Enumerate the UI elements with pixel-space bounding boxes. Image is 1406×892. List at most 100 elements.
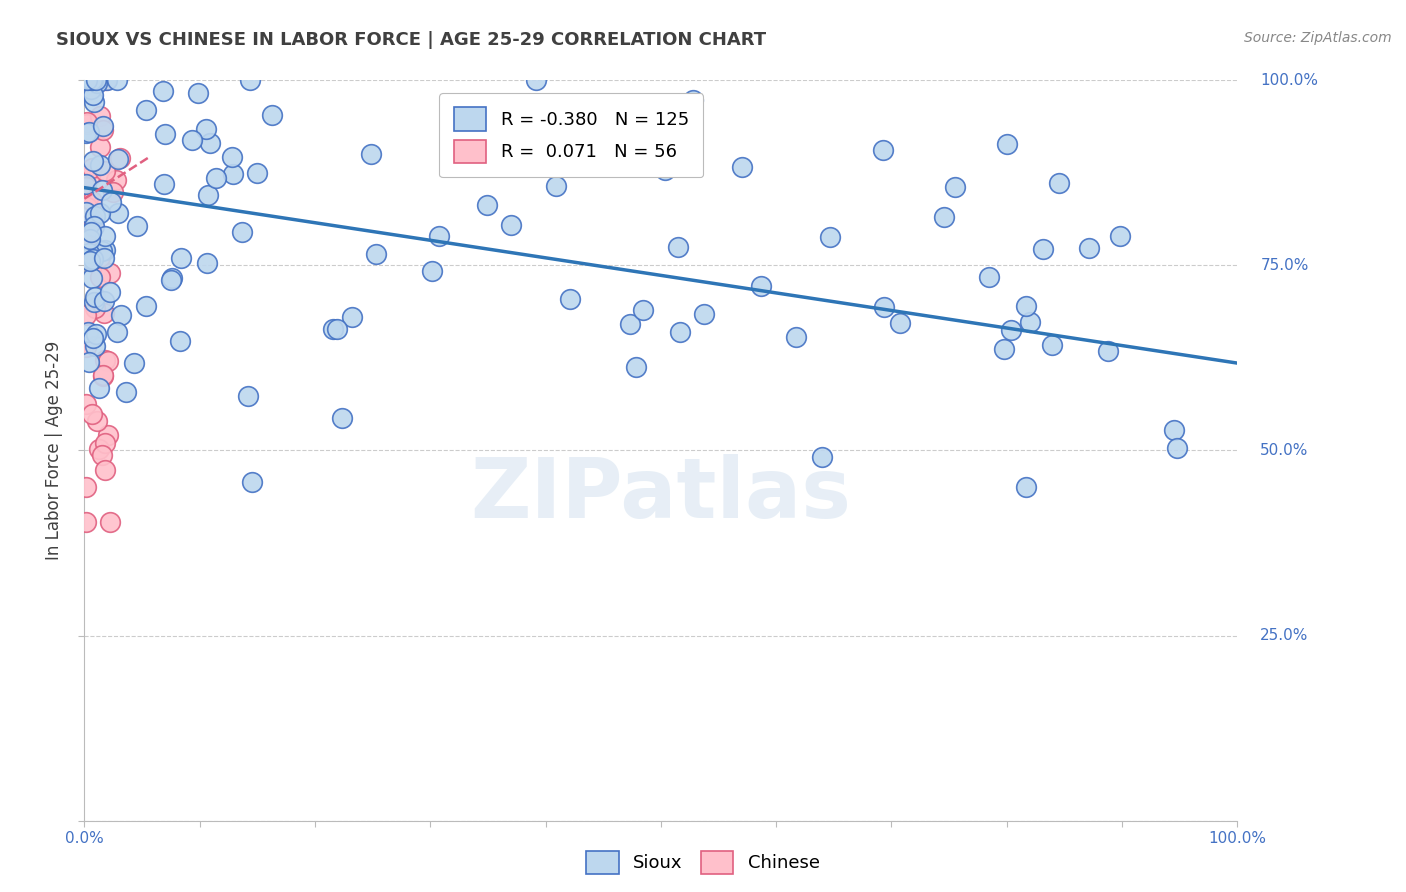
Point — [79, 232, 101, 246]
Point — [76, 73, 98, 87]
Point — [326, 322, 349, 336]
Point — [135, 103, 157, 117]
Point — [82, 244, 104, 259]
Point — [100, 195, 122, 210]
Point — [240, 475, 263, 489]
Point — [195, 256, 218, 270]
Point — [624, 360, 647, 375]
Point — [98, 515, 121, 529]
Point — [80, 194, 103, 208]
Point — [75, 246, 97, 260]
Point — [91, 244, 114, 259]
Point — [75, 236, 97, 251]
Point — [524, 73, 547, 87]
Point — [75, 251, 97, 265]
Point — [811, 450, 834, 465]
Point — [260, 108, 283, 122]
Point — [1019, 315, 1042, 329]
Point — [98, 266, 121, 280]
Point — [97, 353, 120, 368]
Point — [75, 205, 97, 219]
Point — [80, 73, 103, 87]
Point — [89, 140, 111, 154]
Point — [104, 173, 127, 187]
Point — [110, 308, 132, 322]
Point — [76, 73, 98, 87]
Point — [75, 479, 97, 493]
Point — [77, 83, 100, 97]
Point — [1015, 299, 1038, 313]
Point — [669, 325, 692, 339]
Point — [364, 247, 387, 261]
Legend: Sioux, Chinese: Sioux, Chinese — [579, 844, 827, 881]
Point — [80, 225, 103, 239]
Point — [79, 73, 101, 87]
Point — [238, 389, 260, 403]
Point — [86, 414, 108, 428]
Point — [79, 224, 101, 238]
Point — [89, 206, 111, 220]
Point — [94, 163, 117, 178]
Point — [239, 73, 262, 87]
Point — [101, 186, 124, 200]
Point — [83, 95, 105, 110]
Point — [75, 179, 97, 194]
Point — [169, 252, 191, 266]
Point — [77, 223, 100, 237]
Point — [943, 180, 966, 194]
Point — [153, 178, 176, 192]
Point — [108, 151, 131, 165]
Point — [82, 271, 104, 285]
Point — [135, 299, 157, 313]
Point — [91, 120, 114, 134]
Point — [1015, 480, 1038, 494]
Text: 50.0%: 50.0% — [1260, 443, 1309, 458]
Point — [89, 158, 111, 172]
Point — [1163, 423, 1185, 437]
Point — [693, 307, 716, 321]
Point — [1077, 242, 1099, 256]
Point — [96, 73, 118, 87]
Point — [98, 285, 121, 299]
Point — [79, 169, 101, 184]
Point — [501, 219, 523, 233]
Point — [187, 86, 209, 100]
Text: 100.0%: 100.0% — [1260, 73, 1319, 87]
Point — [75, 73, 97, 87]
Point — [82, 252, 104, 267]
Point — [619, 318, 641, 332]
Point — [82, 407, 104, 421]
Point — [77, 73, 100, 87]
Point — [889, 317, 911, 331]
Point — [160, 270, 183, 285]
Point — [105, 73, 128, 87]
Point — [82, 330, 104, 344]
Point — [89, 270, 111, 285]
Text: SIOUX VS CHINESE IN LABOR FORCE | AGE 25-29 CORRELATION CHART: SIOUX VS CHINESE IN LABOR FORCE | AGE 25… — [56, 31, 766, 49]
Point — [84, 327, 107, 342]
Point — [731, 161, 754, 175]
Point — [222, 167, 245, 181]
Point — [231, 225, 253, 239]
Point — [80, 73, 103, 87]
Point — [107, 152, 129, 166]
Point — [1047, 176, 1070, 190]
Point — [872, 143, 894, 157]
Point — [91, 183, 114, 197]
Point — [330, 411, 353, 425]
Point — [86, 243, 108, 257]
Point — [77, 73, 100, 87]
Point — [89, 251, 111, 265]
Legend: R = -0.380   N = 125, R =  0.071   N = 56: R = -0.380 N = 125, R = 0.071 N = 56 — [439, 93, 703, 178]
Point — [97, 428, 120, 442]
Point — [1166, 441, 1188, 455]
Point — [82, 87, 104, 102]
Point — [560, 292, 582, 306]
Point — [342, 310, 364, 324]
Point — [80, 212, 103, 227]
Point — [169, 334, 191, 348]
Point — [90, 449, 112, 463]
Point — [1097, 343, 1119, 358]
Point — [87, 442, 110, 456]
Text: Source: ZipAtlas.com: Source: ZipAtlas.com — [1244, 31, 1392, 45]
